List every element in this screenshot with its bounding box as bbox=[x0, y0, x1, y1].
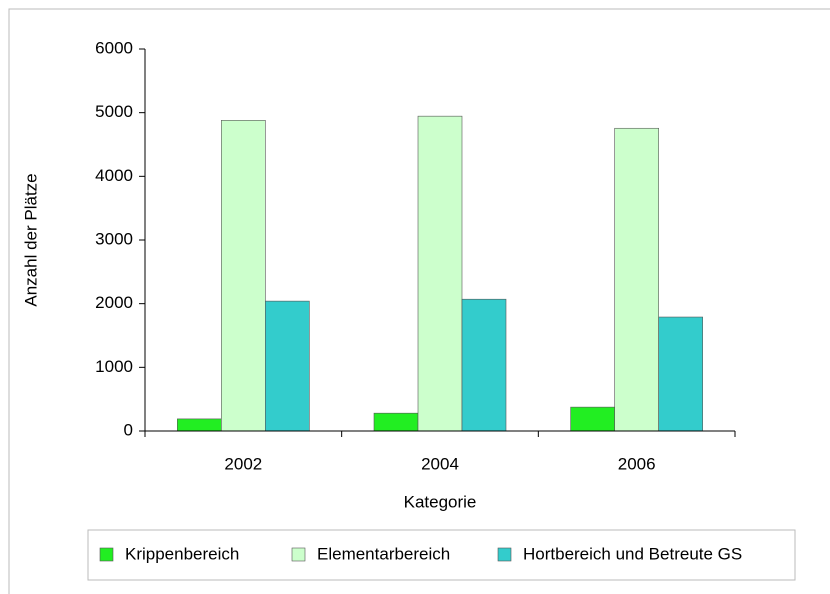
bar bbox=[373, 412, 419, 432]
bar bbox=[221, 120, 266, 432]
y-tick-label: 6000 bbox=[95, 38, 133, 57]
legend-label: Elementarbereich bbox=[317, 544, 450, 563]
bar bbox=[570, 406, 615, 432]
legend-box bbox=[87, 529, 796, 581]
legend-swatch bbox=[497, 547, 512, 562]
y-tick-label: 0 bbox=[124, 420, 133, 439]
bar bbox=[177, 418, 222, 432]
chart-border bbox=[8, 8, 830, 594]
x-tick-label: 2006 bbox=[618, 454, 656, 473]
y-axis-title: Anzahl der Plätze bbox=[21, 173, 40, 306]
y-tick-label: 1000 bbox=[95, 357, 133, 376]
legend-label: Krippenbereich bbox=[125, 544, 239, 563]
bar bbox=[417, 115, 463, 432]
legend-swatch bbox=[291, 547, 306, 562]
x-tick-label: 2004 bbox=[421, 454, 459, 473]
bar bbox=[461, 298, 507, 432]
bar bbox=[658, 316, 703, 432]
x-tick-label: 2002 bbox=[224, 454, 262, 473]
bar bbox=[265, 300, 310, 432]
x-axis-title: Kategorie bbox=[404, 492, 477, 511]
legend-label: Hortbereich und Betreute GS bbox=[523, 544, 742, 563]
y-tick-label: 2000 bbox=[95, 293, 133, 312]
bar bbox=[614, 127, 659, 432]
y-tick-label: 3000 bbox=[95, 229, 133, 248]
y-tick-label: 5000 bbox=[95, 102, 133, 121]
legend-swatch bbox=[99, 547, 114, 562]
y-tick-label: 4000 bbox=[95, 166, 133, 185]
